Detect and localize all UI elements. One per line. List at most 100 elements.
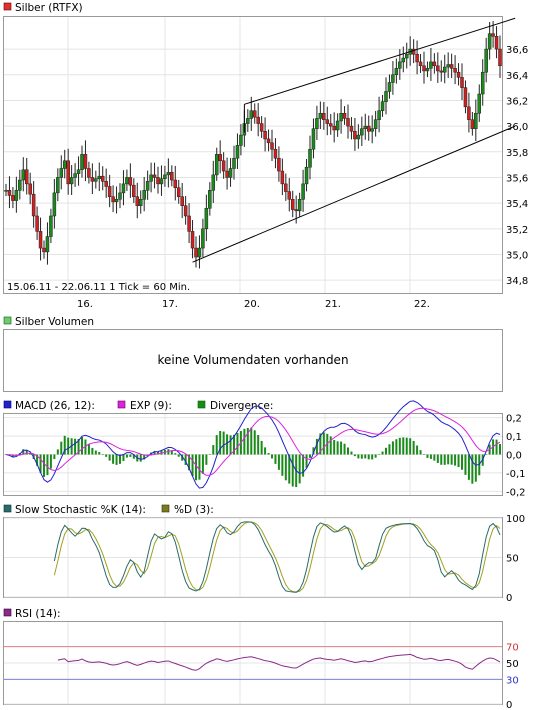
divergence-bar: [474, 454, 477, 482]
divergence-bar: [198, 454, 201, 480]
divergence-bar: [60, 441, 63, 455]
x-tick-label: 20.: [244, 299, 260, 310]
x-tick-label: 22.: [414, 299, 430, 310]
candle-body: [460, 77, 464, 88]
divergence-bar: [105, 454, 108, 457]
y-tick-label: 0,0: [506, 451, 522, 462]
divergence-bar: [440, 454, 443, 465]
divergence-bar: [174, 453, 177, 455]
divergence-bar: [309, 454, 311, 458]
divergence-legend-label: Divergence:: [210, 400, 273, 412]
candle-body: [456, 71, 461, 78]
stoch-d-legend-swatch: [161, 504, 170, 513]
candle-body: [104, 181, 108, 187]
candle-body: [121, 183, 126, 194]
divergence-bar: [143, 454, 146, 460]
candle-body: [135, 196, 140, 206]
candle-body: [163, 174, 167, 179]
divergence-bar: [11, 454, 14, 458]
macd-legend-swatch: [3, 400, 12, 409]
candle-body: [214, 154, 219, 176]
candle-body: [111, 196, 115, 203]
divergence-bar: [436, 454, 439, 463]
divergence-bar: [322, 432, 325, 455]
candle-body: [480, 71, 485, 95]
candle-body: [56, 177, 60, 194]
y-tick-label: 50: [506, 554, 519, 565]
candle-body: [187, 215, 191, 232]
candle-body: [132, 184, 136, 197]
divergence-bar: [53, 454, 56, 459]
candle-body: [201, 228, 205, 249]
divergence-bar: [350, 451, 353, 455]
candle-body: [66, 160, 70, 185]
candle-body: [442, 66, 447, 73]
candle-body: [138, 199, 143, 206]
price-y-tick-labels: 34,8 35,0 35,2 35,4 35,6 35,8 36,0 36,2 36,4 36,6: [506, 45, 528, 287]
divergence-bar: [77, 439, 80, 455]
divergence-bar: [153, 450, 156, 455]
period-label: 15.06.11 - 22.06.11 1 Tick = 60 Min.: [7, 282, 190, 293]
candle-body: [322, 113, 326, 120]
y-tick-label: 0,2: [506, 414, 522, 425]
candle-body: [394, 68, 399, 76]
x-tick-label: 21.: [325, 299, 341, 310]
candle-body: [49, 215, 53, 237]
candle-body: [315, 118, 319, 129]
divergence-bar: [132, 454, 135, 459]
candle-body: [176, 187, 181, 197]
candle-body: [24, 169, 29, 185]
rsi-legend-label: RSI (14):: [15, 608, 61, 620]
candle-body: [470, 119, 475, 129]
divergence-bar: [291, 454, 294, 487]
divergence-bar: [22, 449, 25, 455]
candle-body: [356, 134, 361, 140]
divergence-bar: [184, 454, 187, 466]
divergence-bar: [191, 454, 194, 477]
candle-body: [346, 118, 350, 127]
stoch-k-line: [53, 521, 501, 593]
candle-body: [156, 177, 160, 185]
divergence-bar: [39, 454, 42, 473]
y-tick-label: 35,4: [506, 199, 528, 210]
candle-body: [21, 169, 26, 181]
candle-body: [377, 110, 381, 120]
candle-body: [11, 195, 15, 201]
divergence-bar: [271, 454, 273, 459]
divergence-bar: [219, 430, 222, 455]
candle-body: [183, 205, 188, 217]
candle-body: [446, 64, 450, 68]
y-tick-label: 35,2: [506, 225, 528, 236]
divergence-bar: [457, 454, 460, 468]
candle-body: [304, 166, 309, 185]
exp-legend-swatch: [117, 400, 126, 409]
divergence-bars: [5, 427, 501, 488]
candle-body: [425, 68, 430, 72]
candle-body: [173, 179, 178, 188]
divergence-bar: [374, 454, 377, 458]
candle-body: [280, 170, 285, 185]
candle-body: [477, 93, 482, 114]
divergence-bar: [122, 454, 125, 461]
divergence-bar: [84, 439, 87, 455]
trend-line: [244, 17, 516, 105]
divergence-bar: [340, 441, 343, 455]
divergence-bar: [315, 438, 318, 455]
candle-body: [335, 120, 340, 131]
y-tick-label: 36,4: [506, 71, 528, 82]
y-tick-label: 0: [506, 593, 512, 604]
divergence-bar: [495, 439, 498, 455]
divergence-bar: [274, 454, 277, 464]
volume-legend-label: Silber Volumen: [15, 316, 94, 328]
macd-y-tick-labels: 0,2 0,1 0,0 -0,1 -0,2: [506, 414, 526, 499]
candle-body: [411, 48, 416, 55]
y-tick-label: 0: [506, 700, 512, 710]
divergence-bar: [81, 436, 83, 455]
candle-body: [332, 125, 336, 131]
divergence-bar: [98, 452, 101, 455]
candle-body: [211, 174, 216, 191]
candle-body: [221, 160, 226, 172]
divergence-bar: [281, 454, 284, 476]
candle-body: [467, 106, 471, 120]
